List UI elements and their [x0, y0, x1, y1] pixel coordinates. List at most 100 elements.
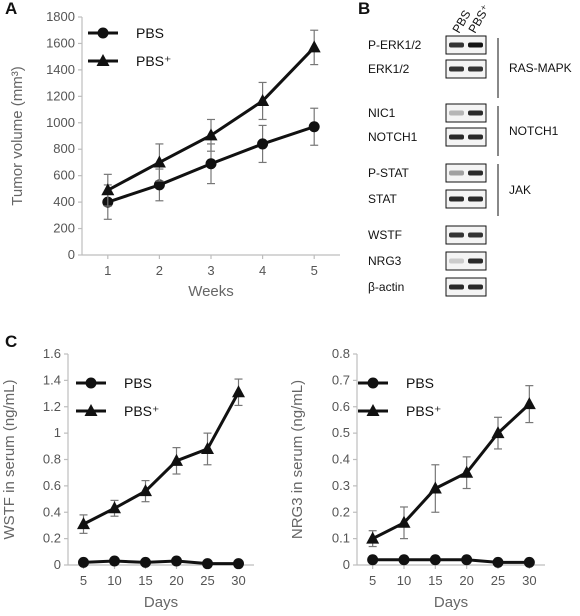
y-tick-label: 800 [53, 141, 75, 156]
data-point-circle [153, 179, 165, 191]
blot-frame [445, 163, 487, 183]
y-tick-label: 1000 [46, 115, 75, 130]
pathway-label-notch1: NOTCH1 [509, 124, 559, 138]
panel-label-b: B [358, 0, 370, 18]
legend-label-pbs: PBS [136, 25, 164, 41]
x-axis-title: Days [144, 594, 178, 611]
blot-frame [445, 127, 487, 147]
blot-band [468, 134, 483, 140]
data-point-triangle [108, 501, 121, 514]
data-point-triangle [77, 517, 90, 530]
blot-band [468, 170, 483, 176]
blot-row-label: P-STAT [368, 166, 410, 180]
data-point-triangle [170, 453, 183, 466]
y-tick-label: 1.4 [43, 372, 61, 387]
blot-row-label: NRG3 [368, 254, 402, 268]
x-axis-title: Weeks [188, 283, 234, 300]
data-point-triangle [522, 397, 536, 410]
blot-frame [445, 103, 487, 123]
y-axis-title: Tumor volume (mm³) [9, 66, 26, 205]
blot-band [449, 258, 464, 264]
blot-band [449, 110, 464, 116]
y-tick-label: 0.1 [332, 531, 350, 546]
blot-band [468, 284, 483, 290]
x-tick-label: 30 [231, 573, 245, 588]
blot-frame [445, 277, 487, 297]
blot-band [468, 196, 483, 202]
western-blot-panel: PBS PBS⁺ P-ERK1/2ERK1/2NIC1NOTCH1P-STATS… [368, 2, 572, 297]
panel-label-c: C [5, 332, 17, 351]
y-tick-label: 0.2 [43, 531, 61, 546]
data-point-triangle [397, 515, 411, 528]
y-tick-label: 600 [53, 168, 75, 183]
blot-band [468, 258, 483, 264]
x-tick-label: 25 [200, 573, 214, 588]
legend-marker-triangle [84, 404, 98, 416]
x-tick-label: 5 [311, 263, 318, 278]
y-tick-label: 0 [343, 557, 350, 572]
y-tick-label: 0.2 [332, 504, 350, 519]
series-line-pbs-plus [82, 391, 240, 526]
blot-band [449, 170, 464, 176]
data-point-circle [398, 554, 410, 566]
blot-row-label: STAT [368, 192, 398, 206]
y-tick-label: 0 [68, 247, 75, 262]
y-tick-label: 0.5 [332, 425, 350, 440]
data-point-circle [429, 554, 441, 566]
legend-label-pbs: PBS [124, 375, 152, 391]
blot-frame [445, 225, 487, 245]
data-point-circle [109, 555, 120, 567]
blot-row-label: P-ERK1/2 [368, 38, 422, 52]
wstf-serum-chart: 0 0.2 0.4 0.6 0.8 1 1.2 1.4 1.6 5 10 15 20 25 30 Days WS… [1, 346, 254, 611]
data-point-triangle [428, 481, 442, 494]
y-tick-label: 0.3 [332, 478, 350, 493]
data-point-triangle [201, 441, 214, 454]
legend-marker-circle [367, 377, 379, 389]
blot-row-label: WSTF [368, 228, 402, 242]
legend-marker-circle [97, 27, 109, 39]
legend-marker-triangle [96, 54, 110, 66]
nrg3-serum-chart: 0 0.1 0.2 0.3 0.4 0.5 0.6 0.7 0.8 5 10 15 20 25 30 Days… [289, 346, 545, 611]
data-point-triangle [204, 128, 218, 141]
series-line-pbs-plus [371, 403, 531, 540]
y-tick-label: 0.8 [43, 452, 61, 467]
y-tick-label: 0.6 [43, 478, 61, 493]
legend-marker-circle [85, 377, 97, 389]
y-tick-label: 0.6 [332, 399, 350, 414]
x-tick-label: 5 [369, 573, 376, 588]
y-tick-label: 1 [54, 425, 61, 440]
x-tick-label: 10 [397, 573, 411, 588]
blot-band [449, 66, 464, 72]
y-tick-label: 1200 [46, 88, 75, 103]
data-point-circle [461, 554, 473, 566]
data-point-circle [233, 558, 244, 570]
data-point-circle [78, 556, 89, 568]
data-point-triangle [139, 484, 152, 497]
legend-label-pbs-plus: PBS⁺ [136, 53, 171, 69]
data-point-triangle [232, 385, 245, 398]
y-tick-label: 0.8 [332, 346, 350, 361]
data-point-circle [367, 554, 379, 566]
blot-band [468, 66, 483, 72]
data-point-circle [205, 158, 217, 170]
series-line-pbs [83, 559, 239, 566]
data-point-triangle [366, 531, 380, 544]
tumor-volume-chart: 0 200 400 600 800 1000 1200 1400 1600 1800 1 2 3 4 5 We… [9, 9, 340, 300]
blot-band [449, 42, 464, 48]
y-tick-label: 0.4 [43, 504, 61, 519]
blot-row-label: NOTCH1 [368, 130, 418, 144]
x-tick-label: 15 [138, 573, 152, 588]
blot-row-label: NIC1 [368, 106, 396, 120]
data-point-circle [202, 558, 213, 570]
blot-band [449, 134, 464, 140]
y-tick-label: 200 [53, 221, 75, 236]
panel-label-a: A [5, 0, 17, 18]
blot-frame [445, 251, 487, 271]
legend-label-pbs-plus: PBS⁺ [124, 403, 159, 419]
blot-row-label: ERK1/2 [368, 62, 410, 76]
series-line-pbs [372, 558, 530, 564]
x-tick-label: 20 [459, 573, 473, 588]
data-point-circle [523, 556, 535, 568]
y-tick-label: 1400 [46, 62, 75, 77]
